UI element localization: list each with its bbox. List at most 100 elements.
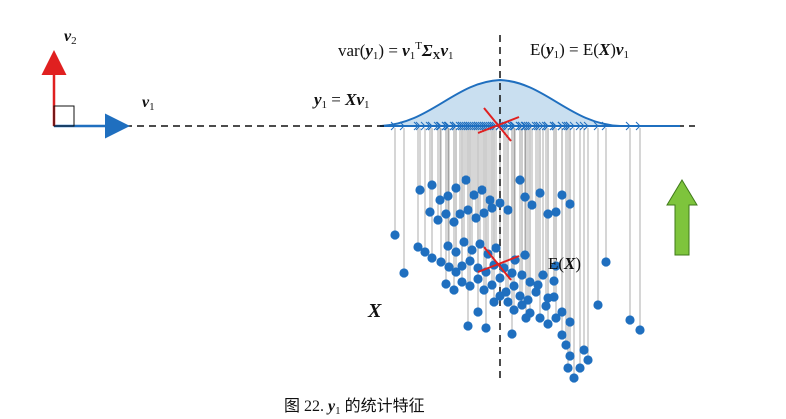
projected-point-tick [443,121,449,131]
data-point [515,291,525,301]
data-point [415,185,425,195]
projected-point-tick [479,121,485,131]
data-scatter-X [390,175,645,383]
data-point [449,217,459,227]
data-point [507,268,517,278]
projected-point-tick [525,121,531,131]
projected-point-tick [471,121,477,131]
projected-point-tick [463,121,469,131]
data-point [465,256,475,266]
projected-point-tick [543,121,549,131]
projected-point-tick [535,121,541,131]
projected-point-tick [557,121,563,131]
data-point [457,261,467,271]
projected-point-tick [413,121,419,131]
data-point [565,317,575,327]
data-point [495,273,505,283]
projected-point-tick [625,121,631,131]
projected-point-tick [533,121,539,131]
projected-point-tick [575,121,581,131]
data-point [503,297,513,307]
data-point [531,287,541,297]
projected-point-tick [561,121,567,131]
data-point [461,175,471,185]
data-point [479,285,489,295]
data-point [583,355,593,365]
projected-point-tick [435,121,441,131]
projected-point-tick [441,121,447,131]
projected-point-tick [415,121,421,131]
projected-point-tick [427,121,433,131]
v1-label: v1 [142,94,155,113]
projected-point-tick [420,121,426,131]
mean-formula: E(y1) = E(X)v1 [530,40,629,61]
data-point [425,207,435,217]
data-point [436,257,446,267]
data-point [557,190,567,200]
projected-point-tick [510,121,516,131]
projected-point-tick [483,121,489,131]
data-point [509,281,519,291]
data-point [443,191,453,201]
projected-point-tick [527,121,533,131]
data-point [525,277,535,287]
projected-point-tick [593,121,599,131]
projected-point-tick [467,121,473,131]
data-point [451,183,461,193]
variance-formula: var(y1) = v1TΣXv1 [338,40,454,62]
data-point [535,313,545,323]
data-point [471,213,481,223]
projected-point-tick [473,121,479,131]
data-point [495,291,505,301]
data-point [515,175,525,185]
data-point [449,285,459,295]
data-point [467,245,477,255]
data-point [509,305,519,315]
data-point [487,203,497,213]
projected-point-tick [399,121,405,131]
data-point [475,239,485,249]
data-point [635,325,645,335]
data-point [433,215,443,225]
data-point [469,190,479,200]
data-point [479,208,489,218]
projected-point-tick [579,121,585,131]
data-point [481,323,491,333]
projection-lines [394,128,641,378]
data-point [551,207,561,217]
projected-point-tick [569,121,575,131]
data-point [557,330,567,340]
data-point [549,276,559,286]
data-point [477,185,487,195]
right-angle-marker [53,105,75,127]
projected-point-tick [531,121,537,131]
data-point [495,198,505,208]
projected-distribution-curve [379,78,621,127]
data-point [535,188,545,198]
data-point [517,300,527,310]
data-point [625,315,635,325]
projected-point-tick [551,121,557,131]
projected-point-tick [425,121,431,131]
data-point [538,270,548,280]
projection-formula: y1 = Xv1 [314,90,370,111]
projected-point-tick [635,121,641,131]
data-point [551,313,561,323]
data-point [579,345,589,355]
projected-point-tick [509,121,515,131]
data-point [491,243,501,253]
data-point [543,209,553,219]
data-point [551,261,561,271]
data-point [463,205,473,215]
data-point [601,257,611,267]
data-point [444,262,454,272]
projected-point-tick [444,121,450,131]
data-point [533,280,543,290]
data-matrix-label: X [368,300,382,322]
data-point [489,297,499,307]
data-point [463,321,473,331]
projected-point-tick [457,121,463,131]
projected-point-tick [523,121,529,131]
projected-point-tick [549,121,555,131]
